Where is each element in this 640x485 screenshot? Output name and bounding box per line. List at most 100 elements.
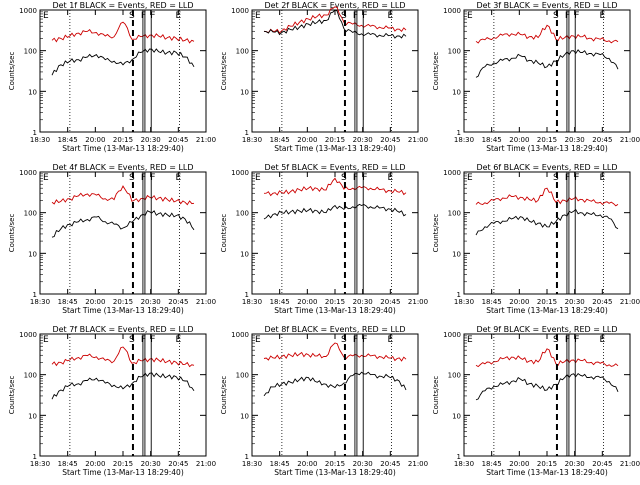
y-tick-label: 100	[24, 48, 37, 56]
y-tick-label: 1000	[231, 331, 249, 339]
plot-frame	[251, 333, 419, 457]
series-line-events	[51, 48, 195, 76]
x-tick-label: 20:00	[85, 298, 105, 306]
y-tick-label: 100	[24, 372, 37, 380]
y-axis-label: Counts/sec	[432, 376, 440, 415]
y-tick-label: 100	[236, 372, 249, 380]
x-tick-label: 20:15	[113, 460, 133, 468]
x-tick-label: 20:15	[113, 298, 133, 306]
panel-det-9: Det 9f BLACK = Events, RED = LLD 1 10 100 10…	[432, 325, 640, 477]
panel-title: Det 6f BLACK = Events, RED = LLD	[476, 163, 617, 172]
series-line-events	[475, 372, 619, 401]
y-tick-label: 1	[33, 453, 37, 461]
x-tick-label: 18:45	[58, 460, 78, 468]
x-axis-label: Start Time (13-Mar-13 18:29:40)	[274, 468, 396, 477]
x-tick-label: 20:00	[509, 460, 529, 468]
marker-label: S	[553, 335, 559, 345]
y-tick-label: 1000	[443, 331, 461, 339]
panel-title: Det 9f BLACK = Events, RED = LLD	[476, 325, 617, 334]
x-tick-label: 18:30	[242, 460, 262, 468]
x-tick-label: 21:00	[408, 460, 428, 468]
panel-det-7: Det 7f BLACK = Events, RED = LLD 1 10 100 10…	[8, 325, 216, 477]
x-tick-label: 20:45	[380, 298, 400, 306]
y-tick-label: 1000	[443, 7, 461, 15]
marker-label: F	[574, 11, 579, 21]
panel-det-5: Det 5f BLACK = Events, RED = LLD 1 10 100 10…	[220, 163, 428, 315]
panel-title: Det 7f BLACK = Events, RED = LLD	[52, 325, 193, 334]
series-line-events	[475, 209, 619, 236]
x-tick-label: 21:00	[620, 298, 640, 306]
series-line-lld	[475, 187, 619, 207]
marker-label: F	[362, 173, 367, 183]
marker-label: E	[387, 335, 393, 345]
marker-label: E	[467, 335, 473, 345]
x-axis-label: Start Time (13-Mar-13 18:29:40)	[486, 306, 608, 315]
x-tick-label: 18:45	[482, 136, 502, 144]
x-tick-label: 20:30	[141, 136, 161, 144]
y-tick-label: 100	[448, 210, 461, 218]
x-tick-label: 18:45	[58, 298, 78, 306]
x-axis-label: Start Time (13-Mar-13 18:29:40)	[62, 468, 184, 477]
plot-frame	[39, 9, 207, 133]
x-axis-label: Start Time (13-Mar-13 18:29:40)	[274, 144, 396, 153]
y-tick-label: 10	[452, 412, 461, 420]
y-tick-label: 10	[28, 250, 37, 258]
y-tick-label: 10	[240, 88, 249, 96]
marker-label: S	[129, 11, 135, 21]
x-tick-label: 20:30	[565, 136, 585, 144]
y-tick-label: 1	[33, 129, 37, 137]
x-tick-label: 18:30	[242, 136, 262, 144]
y-tick-label: 10	[28, 412, 37, 420]
y-axis-label: Counts/sec	[432, 52, 440, 91]
series-line-lld	[263, 177, 407, 197]
plot-frame	[251, 171, 419, 295]
x-tick-label: 21:00	[620, 136, 640, 144]
plot-frame	[463, 9, 631, 133]
plot-frame	[463, 333, 631, 457]
marker-label: F	[565, 335, 570, 345]
y-tick-label: 100	[448, 372, 461, 380]
x-axis-label: Start Time (13-Mar-13 18:29:40)	[62, 306, 184, 315]
x-tick-label: 20:30	[565, 460, 585, 468]
x-tick-label: 20:30	[353, 460, 373, 468]
y-tick-label: 100	[24, 210, 37, 218]
x-tick-label: 20:45	[380, 460, 400, 468]
x-tick-label: 21:00	[620, 460, 640, 468]
panel-det-3: Det 3f BLACK = Events, RED = LLD 1 10 100 10…	[432, 1, 640, 153]
marker-label: F	[353, 335, 358, 345]
x-tick-label: 20:30	[141, 460, 161, 468]
marker-label: F	[565, 173, 570, 183]
series-line-lld	[51, 346, 195, 368]
marker-label: E	[43, 335, 49, 345]
x-tick-label: 20:30	[353, 136, 373, 144]
series-line-lld	[51, 185, 195, 206]
marker-label: S	[129, 173, 135, 183]
marker-label: E	[467, 173, 473, 183]
panel-title: Det 8f BLACK = Events, RED = LLD	[264, 325, 405, 334]
marker-label: F	[141, 173, 146, 183]
x-tick-label: 21:00	[196, 460, 216, 468]
marker-label: F	[574, 173, 579, 183]
series-line-lld	[475, 24, 619, 44]
x-tick-label: 20:45	[592, 460, 612, 468]
x-tick-label: 18:45	[482, 298, 502, 306]
y-axis-label: Counts/sec	[220, 52, 228, 91]
y-tick-label: 1000	[19, 169, 37, 177]
x-tick-label: 20:00	[85, 460, 105, 468]
x-tick-label: 20:45	[592, 136, 612, 144]
y-tick-label: 1	[457, 453, 461, 461]
marker-label: F	[574, 335, 579, 345]
y-tick-label: 100	[448, 48, 461, 56]
x-tick-label: 20:15	[325, 460, 345, 468]
series-line-events	[475, 49, 619, 78]
marker-label: F	[362, 11, 367, 21]
marker-label: F	[150, 11, 155, 21]
marker-label: F	[353, 173, 358, 183]
x-tick-label: 20:45	[168, 136, 188, 144]
x-tick-label: 20:15	[537, 460, 557, 468]
marker-label: E	[175, 11, 181, 21]
marker-label: F	[150, 335, 155, 345]
y-tick-label: 1	[457, 291, 461, 299]
panel-det-1: Det 1f BLACK = Events, RED = LLD 1 10 100 10…	[8, 1, 216, 153]
